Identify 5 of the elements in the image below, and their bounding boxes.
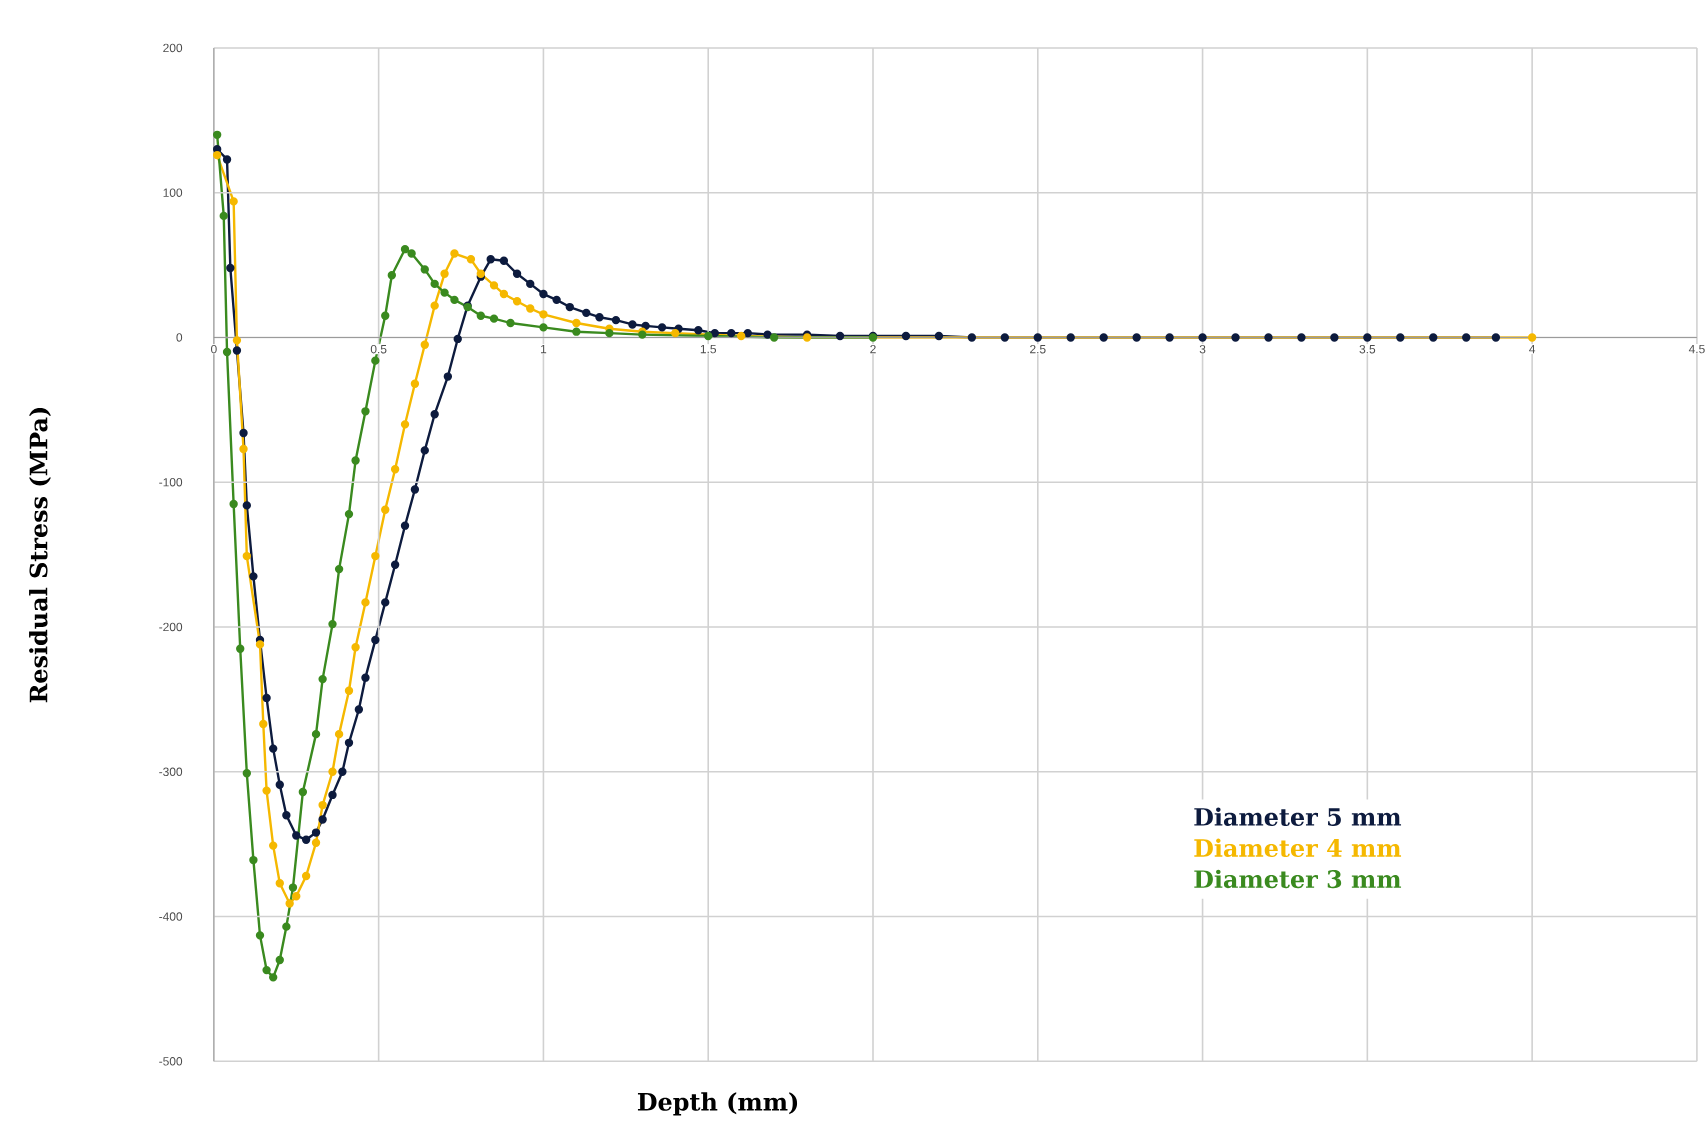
text: Diameter 5 mm (1194, 807, 1402, 827)
y-axis-title: Residual Stress (MPa) (29, 408, 51, 703)
text: Diameter 4 mm (1194, 838, 1402, 858)
text: Diameter 3 mm (1194, 870, 1402, 889)
x-axis-title: Depth (mm) (637, 1092, 798, 1116)
